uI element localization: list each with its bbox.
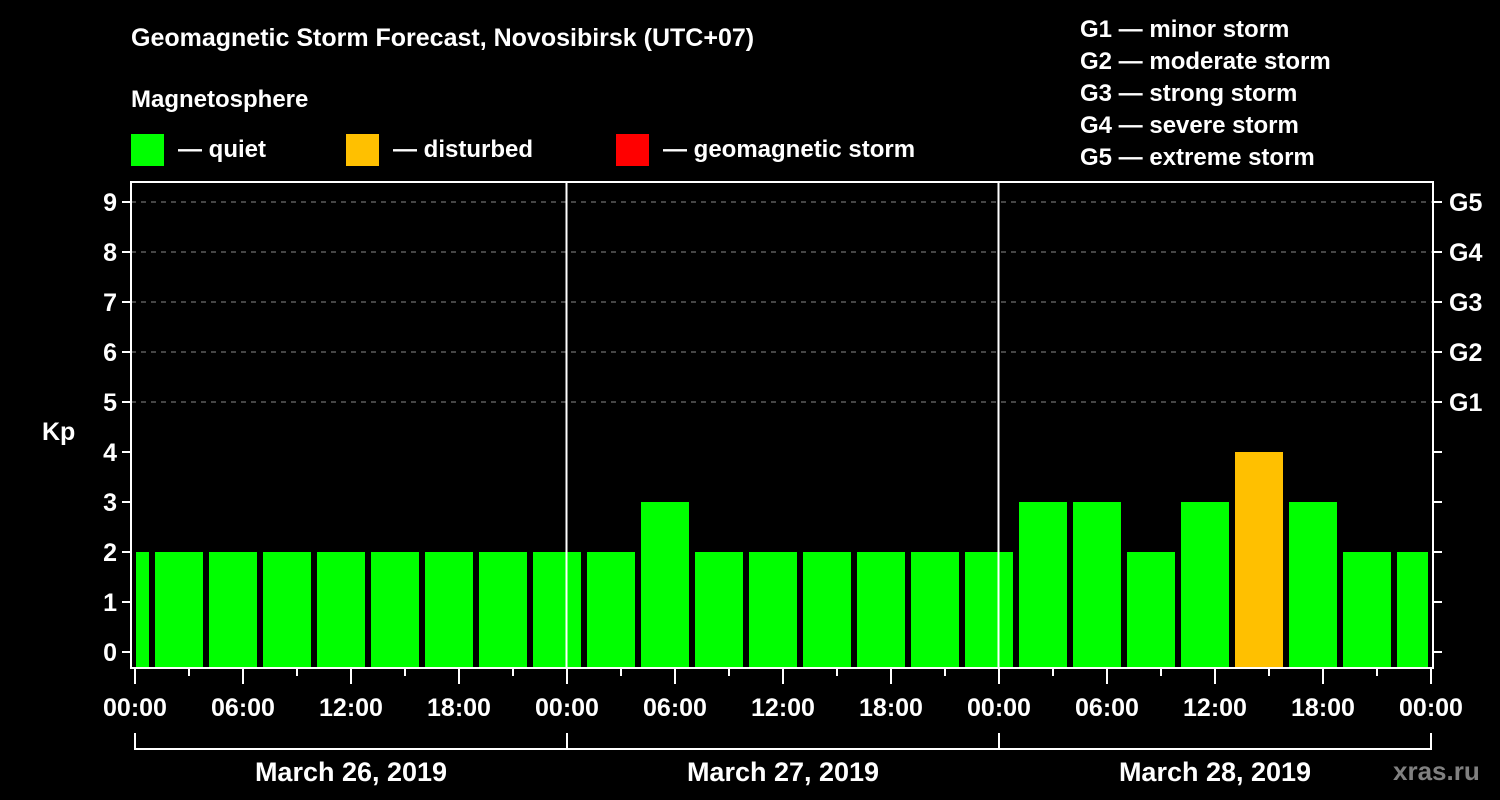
y-tick-label: 0: [103, 639, 117, 667]
kp-bar: [1397, 552, 1428, 668]
y-axis-label: Kp: [42, 418, 75, 446]
kp-bar: [1073, 502, 1121, 668]
g-level-label: G2: [1449, 339, 1482, 367]
kp-bar: [803, 552, 851, 668]
kp-bar: [136, 552, 149, 668]
kp-bar: [749, 552, 797, 668]
x-tick-label: 12:00: [1183, 694, 1247, 722]
x-tick-label: 00:00: [1399, 694, 1463, 722]
legend-label-disturbed: — disturbed: [393, 136, 534, 163]
y-tick-label: 8: [103, 239, 117, 267]
kp-bar: [1181, 502, 1229, 668]
kp-bar: [479, 552, 527, 668]
y-tick-label: 3: [103, 489, 117, 517]
g-level-label: G5: [1449, 189, 1482, 217]
kp-bar: [533, 552, 581, 668]
day-label: March 28, 2019: [1119, 757, 1311, 787]
kp-bar: [1343, 552, 1391, 668]
day-label: March 27, 2019: [687, 757, 879, 787]
legend-disturbed: — disturbed: [346, 134, 533, 166]
x-tick-label: 06:00: [1075, 694, 1139, 722]
kp-bar: [317, 552, 365, 668]
y-tick-label: 4: [103, 439, 117, 467]
section-label: Magnetosphere: [131, 86, 309, 113]
x-tick-label: 06:00: [643, 694, 707, 722]
x-tick-label: 18:00: [1291, 694, 1355, 722]
x-tick-label: 00:00: [967, 694, 1031, 722]
legend-quiet: — quiet: [131, 134, 266, 166]
y-tick-label: 9: [103, 189, 117, 217]
y-tick-label: 6: [103, 339, 117, 367]
kp-bar: [965, 552, 1013, 668]
day-bracket: [566, 733, 1000, 750]
kp-bar: [425, 552, 473, 668]
x-tick-label: 00:00: [103, 694, 167, 722]
kp-bar: [1127, 552, 1175, 668]
kp-bar: [857, 552, 905, 668]
legend-swatch-disturbed: [346, 134, 379, 166]
y-tick-label: 1: [103, 589, 117, 617]
kp-bar: [371, 552, 419, 668]
day-bracket: [998, 733, 1432, 750]
kp-bar: [587, 552, 635, 668]
y-tick-label: 5: [103, 389, 117, 417]
y-tick-label: 7: [103, 289, 117, 317]
legend-swatch-storm: [616, 134, 649, 166]
legend-label-storm: — geomagnetic storm: [663, 136, 916, 163]
kp-bar: [263, 552, 311, 668]
kp-bar: [1289, 502, 1337, 668]
g-scale-g3: G3 — strong storm: [1080, 80, 1298, 107]
g-scale-g4: G4 — severe storm: [1080, 112, 1299, 139]
legend-swatch-quiet: [131, 134, 164, 166]
y-tick-label: 2: [103, 539, 117, 567]
chart-title: Geomagnetic Storm Forecast, Novosibirsk …: [131, 24, 755, 52]
x-tick-label: 18:00: [859, 694, 923, 722]
x-tick-label: 06:00: [211, 694, 275, 722]
kp-bar: [209, 552, 257, 668]
g-scale-g5: G5 — extreme storm: [1080, 144, 1315, 171]
x-tick-label: 12:00: [319, 694, 383, 722]
legend-storm: — geomagnetic storm: [616, 134, 915, 166]
x-tick-label: 18:00: [427, 694, 491, 722]
legend-label-quiet: — quiet: [178, 136, 266, 163]
day-label: March 26, 2019: [255, 757, 447, 787]
g-scale-g1: G1 — minor storm: [1080, 16, 1290, 43]
g-level-label: G4: [1449, 239, 1482, 267]
x-tick-label: 00:00: [535, 694, 599, 722]
kp-bar: [911, 552, 959, 668]
g-scale-g2: G2 — moderate storm: [1080, 48, 1331, 75]
g-level-label: G3: [1449, 289, 1482, 317]
g-level-label: G1: [1449, 389, 1482, 417]
day-bracket: [134, 733, 568, 750]
kp-bar: [1019, 502, 1067, 668]
x-tick-label: 12:00: [751, 694, 815, 722]
watermark: xras.ru: [1393, 756, 1480, 786]
kp-bar: [641, 502, 689, 668]
kp-bar: [695, 552, 743, 668]
kp-bar: [1235, 452, 1283, 668]
kp-bar: [155, 552, 203, 668]
